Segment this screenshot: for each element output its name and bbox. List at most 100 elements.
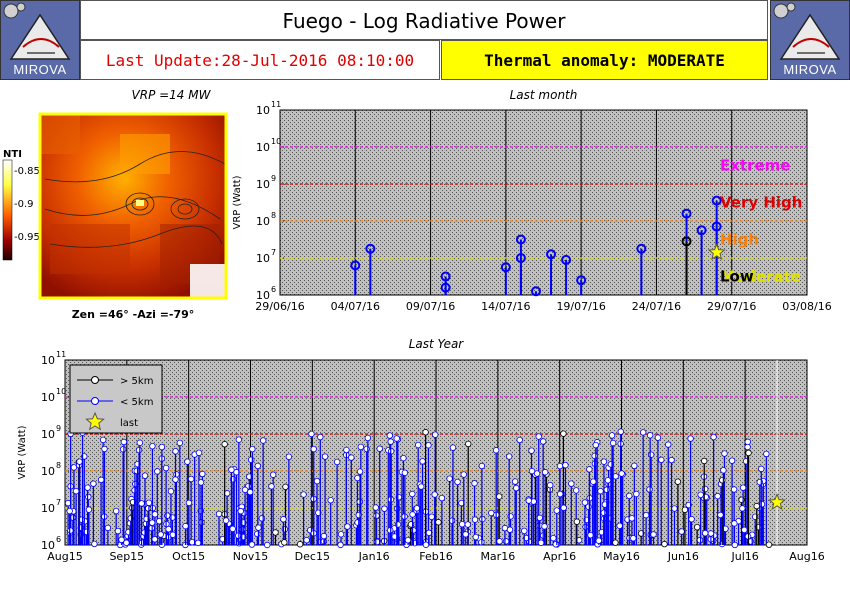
thumbnail-caption: Zen =46° -Azi =-79° bbox=[72, 308, 195, 321]
data-point bbox=[654, 434, 662, 441]
data-point bbox=[681, 236, 692, 247]
chart-title-year: Last Year bbox=[408, 337, 464, 351]
data-point bbox=[118, 536, 125, 544]
x-tick-label: 09/07/16 bbox=[406, 300, 455, 313]
data-point bbox=[631, 462, 638, 470]
data-point bbox=[197, 479, 205, 486]
data-point bbox=[513, 484, 520, 492]
data-point bbox=[595, 537, 603, 544]
data-point bbox=[281, 539, 288, 546]
data-point bbox=[720, 467, 727, 474]
y-tick-label: 10 bbox=[256, 178, 270, 191]
colorbar bbox=[2, 159, 13, 261]
data-point bbox=[573, 518, 581, 525]
mirova-logo-left: MIROVA bbox=[0, 0, 80, 80]
data-point bbox=[138, 500, 145, 507]
data-point bbox=[728, 457, 736, 464]
data-point bbox=[603, 486, 610, 493]
data-point bbox=[612, 539, 619, 546]
data-point bbox=[356, 468, 364, 475]
data-point bbox=[67, 527, 74, 534]
data-point bbox=[710, 433, 717, 441]
y-tick-label: 10 bbox=[41, 465, 55, 478]
data-point bbox=[730, 486, 738, 493]
x-tick-label: Jan16 bbox=[358, 550, 390, 563]
x-tick-label: 29/06/16 bbox=[255, 300, 304, 313]
data-point bbox=[393, 435, 400, 442]
data-point bbox=[158, 443, 166, 451]
legend-label: < 5km bbox=[120, 397, 153, 408]
data-point bbox=[590, 478, 597, 485]
data-point bbox=[172, 448, 179, 455]
data-point bbox=[739, 484, 747, 491]
data-point bbox=[381, 505, 388, 512]
data-point bbox=[355, 511, 362, 519]
y-tick-exponent: 10 bbox=[271, 137, 281, 146]
data-point bbox=[458, 520, 466, 528]
data-point bbox=[576, 275, 587, 286]
data-point bbox=[647, 451, 655, 458]
data-point bbox=[413, 505, 421, 512]
year-data-series bbox=[64, 428, 773, 549]
data-point bbox=[373, 512, 380, 519]
y-tick-exponent: 10 bbox=[56, 387, 66, 396]
data-point bbox=[714, 492, 721, 500]
data-point bbox=[521, 527, 528, 535]
data-point bbox=[665, 441, 672, 448]
data-point bbox=[597, 487, 604, 495]
data-point bbox=[344, 523, 351, 530]
data-point bbox=[502, 538, 510, 545]
data-point bbox=[337, 541, 344, 549]
x-tick-label: May16 bbox=[603, 550, 640, 563]
y-tick-label: 10 bbox=[41, 502, 55, 515]
data-point bbox=[120, 438, 128, 446]
data-point bbox=[237, 507, 244, 515]
data-point bbox=[608, 432, 616, 439]
thumbnail-title: VRP =14 MW bbox=[131, 88, 211, 102]
data-point bbox=[182, 522, 189, 530]
colorbar-label: NTI bbox=[3, 149, 22, 160]
data-point bbox=[471, 480, 478, 487]
y-axis-label: VRP (Watt) bbox=[17, 425, 28, 479]
data-point bbox=[637, 530, 645, 537]
data-point bbox=[254, 462, 261, 470]
data-point bbox=[394, 521, 402, 528]
data-point bbox=[387, 438, 394, 445]
data-point bbox=[630, 535, 637, 542]
data-point bbox=[280, 516, 287, 523]
legend-marker bbox=[91, 397, 99, 405]
data-point bbox=[707, 530, 715, 537]
data-point bbox=[185, 499, 193, 507]
legend-marker bbox=[85, 411, 105, 431]
level-label: Low bbox=[720, 268, 754, 286]
x-tick-label: 04/07/16 bbox=[331, 300, 380, 313]
data-point bbox=[149, 442, 156, 450]
data-point bbox=[173, 471, 180, 478]
data-point bbox=[199, 470, 206, 478]
data-point bbox=[144, 505, 152, 512]
data-point bbox=[85, 493, 92, 501]
legend-label: last bbox=[120, 418, 138, 429]
data-point bbox=[560, 504, 567, 511]
data-point bbox=[496, 493, 503, 500]
data-point bbox=[425, 529, 433, 537]
data-point bbox=[162, 464, 170, 472]
volcano-logo-icon bbox=[773, 2, 841, 60]
colorbar-tick: -0.85 bbox=[14, 166, 40, 177]
y-tick-exponent: 6 bbox=[271, 285, 276, 294]
y-tick-exponent: 8 bbox=[56, 461, 61, 470]
data-point bbox=[674, 478, 682, 485]
legend-box bbox=[69, 364, 163, 434]
data-point bbox=[112, 507, 120, 515]
data-point bbox=[70, 464, 78, 471]
data-point bbox=[533, 470, 541, 477]
data-point bbox=[391, 533, 398, 540]
data-point bbox=[454, 478, 461, 486]
data-point bbox=[308, 430, 315, 438]
data-point bbox=[446, 475, 453, 482]
data-point bbox=[465, 440, 472, 448]
data-point bbox=[320, 532, 328, 540]
x-tick-label: Mar16 bbox=[480, 550, 515, 563]
data-point bbox=[248, 541, 256, 548]
data-point bbox=[617, 428, 624, 435]
